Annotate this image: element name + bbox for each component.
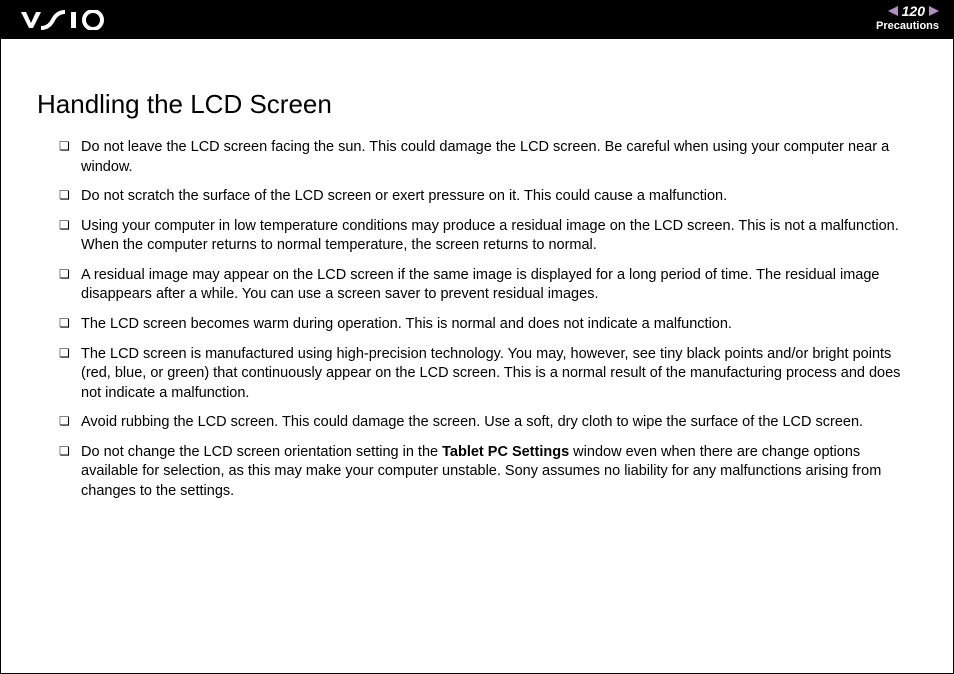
list-item: Avoid rubbing the LCD screen. This could… [59,413,917,433]
list-item: Using your computer in low temperature c… [59,217,917,256]
page-nav: 120 [876,3,939,19]
vaio-logo [21,10,111,30]
bullet-list: Do not leave the LCD screen facing the s… [37,138,917,501]
header-meta: 120 Precautions [876,3,939,32]
bold-term: Tablet PC Settings [442,444,569,460]
list-item: The LCD screen is manufactured using hig… [59,345,917,404]
list-item: A residual image may appear on the LCD s… [59,266,917,305]
prev-arrow-icon[interactable] [888,6,898,16]
next-arrow-icon[interactable] [929,6,939,16]
list-item: Do not change the LCD screen orientation… [59,443,917,502]
section-label[interactable]: Precautions [876,20,939,32]
page-title: Handling the LCD Screen [37,89,917,120]
list-item: The LCD screen becomes warm during opera… [59,315,917,335]
list-item: Do not leave the LCD screen facing the s… [59,138,917,177]
page-content: Handling the LCD Screen Do not leave the… [1,39,953,531]
list-item: Do not scratch the surface of the LCD sc… [59,187,917,207]
page-number: 120 [902,3,925,19]
page-header: 120 Precautions [1,1,953,39]
